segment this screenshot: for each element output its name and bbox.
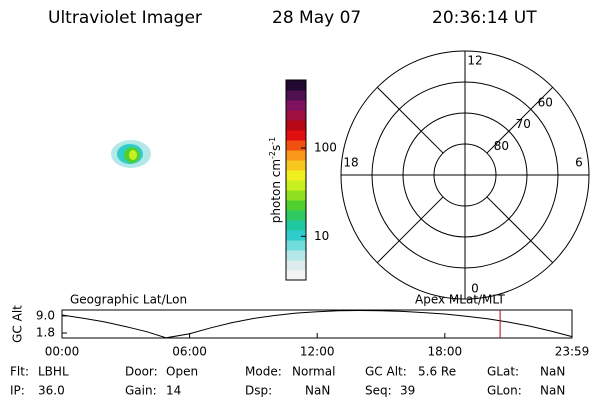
info-value: LBHL [38, 365, 69, 379]
color-swatch [286, 90, 306, 101]
x-tick-label: 12:00 [300, 345, 335, 359]
mlt-label: 0 [471, 282, 479, 296]
lat-label: 80 [494, 139, 509, 153]
diagonal [486, 196, 554, 264]
info-label: GLat: [487, 365, 519, 379]
info-value: NaN [540, 384, 565, 398]
instrument: Ultraviolet Imager [48, 8, 202, 28]
lat-label: 70 [516, 117, 531, 131]
color-swatch [286, 260, 306, 271]
info-label: Seq: [365, 384, 392, 398]
info-value: NaN [305, 384, 330, 398]
info-label: Mode: [245, 365, 282, 379]
diagonal [486, 86, 554, 154]
info-value: NaN [540, 365, 565, 379]
color-swatch [286, 100, 306, 111]
colorbar-label: photon cm-2s-1 [268, 137, 283, 224]
x-tick-label: 23:59 [555, 345, 590, 359]
unit: s [269, 145, 283, 151]
color-swatch [286, 120, 306, 131]
exponent: -2 [268, 151, 277, 159]
mlt-label: 12 [467, 54, 482, 68]
diagonal [376, 86, 444, 154]
info-value: 14 [166, 384, 181, 398]
lat-label: 60 [538, 95, 553, 109]
color-swatch [286, 200, 306, 211]
colorbar-frame [285, 79, 307, 281]
color-swatch [286, 110, 306, 121]
timeline-title: Apex MLat/MLT [415, 293, 505, 307]
color-swatch [286, 150, 306, 161]
time: 20:36:14 UT [432, 8, 537, 28]
info-value: 36.0 [38, 384, 65, 398]
info-label: Gain: [125, 384, 157, 398]
color-swatch [286, 220, 306, 231]
timeline-title: Geographic Lat/Lon [70, 293, 187, 307]
y-tick-label: 1.8 [36, 326, 55, 340]
color-swatch [286, 190, 306, 201]
color-swatch [286, 230, 306, 241]
info-label: GC Alt: [365, 365, 407, 379]
info-value: 5.6 Re [418, 365, 456, 379]
color-swatch [286, 140, 306, 151]
info-value: Normal [292, 365, 335, 379]
color-swatch [286, 170, 306, 181]
color-swatch [286, 80, 306, 91]
info-value: Open [166, 365, 198, 379]
x-tick-label: 06:00 [172, 345, 207, 359]
aurora-image [111, 140, 151, 168]
info-label: IP: [10, 384, 25, 398]
colorbar-tick-label: 10 [314, 229, 329, 243]
mlt-label: 18 [343, 156, 358, 170]
blob [129, 150, 137, 160]
y-axis-label: GC Alt [11, 305, 25, 343]
altitude-curve [61, 309, 573, 339]
color-swatch [286, 270, 306, 281]
color-swatch [286, 160, 306, 171]
diagonal [376, 196, 444, 264]
color-swatch [286, 240, 306, 251]
mlt-label: 6 [575, 156, 583, 170]
unit: photon cm [269, 159, 283, 223]
info-label: Door: [125, 365, 158, 379]
exponent: -1 [268, 137, 277, 145]
info-value: 39 [400, 384, 415, 398]
info-label: Flt: [10, 365, 29, 379]
color-swatch [286, 210, 306, 221]
colorbar-tick-label: 100 [314, 141, 337, 155]
date: 28 May 07 [272, 8, 361, 28]
x-tick-label: 00:00 [45, 345, 80, 359]
color-swatch [286, 130, 306, 141]
x-tick-label: 18:00 [428, 345, 463, 359]
color-swatch [286, 250, 306, 261]
y-tick-label: 9.0 [36, 308, 55, 322]
info-label: GLon: [487, 384, 522, 398]
info-label: Dsp: [245, 384, 272, 398]
color-swatch [286, 180, 306, 191]
